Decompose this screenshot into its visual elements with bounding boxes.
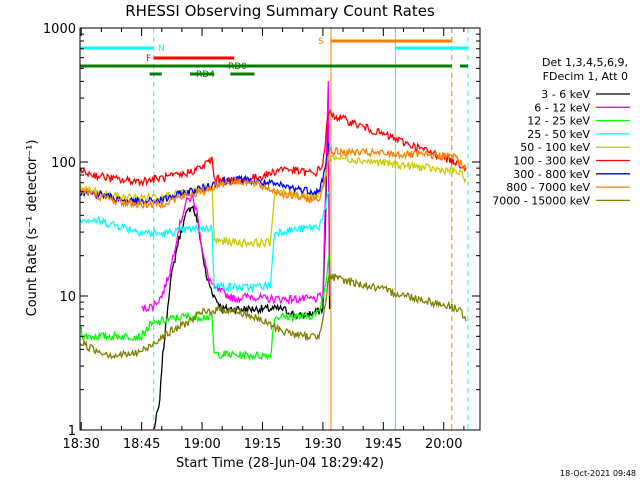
- series-line-8: [80, 272, 467, 360]
- x-tick-label-6: 20:00: [425, 437, 462, 452]
- flag-label-f: F: [146, 54, 151, 64]
- chart-title: RHESSI Observing Summary Count Rates: [125, 2, 435, 20]
- legend-label-6: 300 - 800 keV: [513, 168, 590, 181]
- footer-date: 18-Oct-2021 09:48: [560, 469, 636, 478]
- flag-label-n: N: [158, 44, 165, 54]
- legend-label-7: 800 - 7000 keV: [506, 181, 590, 194]
- legend-label-4: 50 - 100 keV: [520, 141, 590, 154]
- series-line-7: [80, 146, 467, 210]
- legend-header-1: FDecim 1, Att 0: [543, 70, 628, 83]
- x-tick-label-2: 19:00: [183, 437, 220, 452]
- y-tick-label-1: 10: [59, 290, 76, 305]
- x-tick-label-0: 18:30: [62, 437, 99, 452]
- x-tick-label-1: 18:45: [123, 437, 160, 452]
- legend-label-5: 100 - 300 keV: [513, 155, 590, 168]
- y-tick-label-2: 100: [51, 156, 76, 171]
- series-line-6: [80, 142, 330, 206]
- x-axis-label: Start Time (28-Jun-04 18:29:42): [176, 456, 384, 471]
- y-axis-label: Count Rate (s⁻¹ detector⁻¹): [25, 140, 40, 317]
- x-tick-label-4: 19:30: [304, 437, 341, 452]
- legend-header-0: Det 1,3,4,5,6,9,: [542, 56, 628, 69]
- flag-label-s: S: [318, 37, 324, 47]
- axis-layer: 1 10 100 1000 18:30 18:45 19:00 19:15 19:30 19:45…: [43, 22, 481, 452]
- series-line-1: [141, 81, 331, 313]
- x-tick-label-5: 19:45: [365, 437, 402, 452]
- flag-label-rd0: RD0: [228, 62, 247, 72]
- flag-label-rd4: RD4: [196, 70, 215, 80]
- y-tick-label-3: 1000: [43, 22, 76, 37]
- plot-layer: [79, 28, 469, 430]
- series-line-3: [80, 191, 330, 294]
- flag-layer: NF S RD0 RD4: [80, 37, 468, 80]
- y-tick-label-0: 1: [68, 424, 76, 439]
- legend: Det 1,3,4,5,6,9,FDecim 1, Att 0 3 - 6 keV…: [492, 56, 630, 207]
- legend-label-0: 3 - 6 keV: [541, 88, 590, 101]
- x-tick-label-3: 19:15: [244, 437, 281, 452]
- series-line-5: [80, 109, 467, 188]
- legend-label-8: 7000 - 15000 keV: [492, 194, 590, 207]
- legend-label-1: 6 - 12 keV: [534, 101, 590, 114]
- series-line-2: [80, 255, 330, 362]
- plot-frame: [79, 27, 481, 431]
- legend-label-2: 12 - 25 keV: [527, 115, 590, 128]
- series-line-4: [80, 153, 467, 249]
- legend-label-3: 25 - 50 keV: [527, 128, 590, 141]
- series-line-0: [153, 98, 331, 430]
